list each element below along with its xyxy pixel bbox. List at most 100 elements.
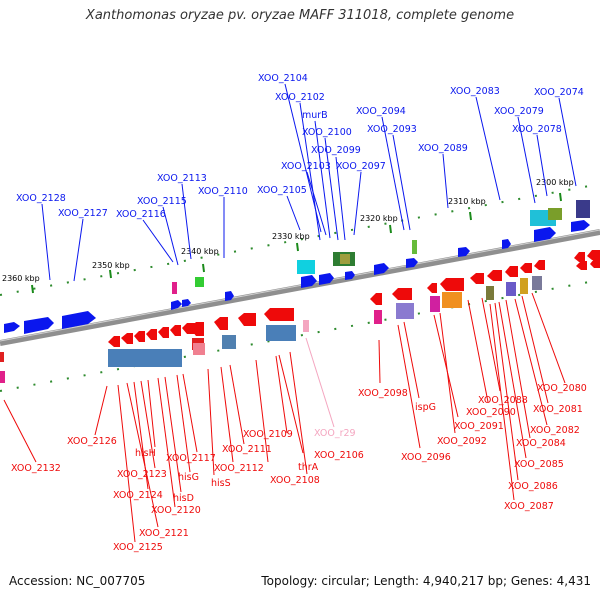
- topology-text: Topology: circular; Length: 4,940,217 bp…: [261, 574, 591, 588]
- gene-label: XOO_2111: [222, 444, 272, 455]
- gene-arrow: [4, 322, 20, 333]
- gene-arrow: [505, 266, 518, 277]
- scale-track-bottom: [0, 279, 600, 392]
- gene-label: XOO_2081: [533, 404, 583, 415]
- gene-arrow: [170, 325, 181, 336]
- genome-backbone-highlight: [0, 229, 600, 342]
- gene-arrow: [576, 261, 587, 270]
- gene-label: XOO_2127: [58, 208, 108, 219]
- gene-label: XOO_2079: [494, 106, 544, 117]
- gene-label: XOO_2108: [270, 475, 320, 486]
- gene-arrow: [440, 278, 464, 291]
- gene-label: hisD: [173, 493, 194, 504]
- gene-label: XOO_2106: [314, 450, 364, 461]
- gene-label: XOO_2102: [275, 92, 325, 103]
- gene-label: XOO_2097: [336, 161, 386, 172]
- gene-label: XOO_2099: [311, 145, 361, 156]
- gene-label: XOO_2080: [537, 383, 587, 394]
- gene-label: thrA: [298, 462, 319, 473]
- gene-arrow: [158, 327, 169, 338]
- gene-label: XOO_2094: [356, 106, 406, 117]
- gene-arrow: [108, 336, 120, 347]
- gene-label: XOO_2120: [151, 505, 201, 516]
- gene-arrow: [238, 313, 256, 326]
- gene-label: XOO_2087: [504, 501, 554, 512]
- gene-arrow: [301, 275, 317, 288]
- gene-arrow: [345, 271, 355, 280]
- genome-backbone: [0, 229, 600, 346]
- gene-arrow: [470, 273, 484, 284]
- gene-label: XOO_2090: [466, 407, 516, 418]
- gene-arrow: [171, 300, 182, 310]
- gene-label: XOO_2104: [258, 73, 308, 84]
- gene-label: XOO_2093: [367, 124, 417, 135]
- gene-arrow: [590, 259, 600, 268]
- gene-arrow: [24, 317, 54, 334]
- gene-arrow: [406, 258, 418, 268]
- kbp-label: 2320 kbp: [360, 214, 398, 223]
- gene-label: XOO_2117: [166, 453, 216, 464]
- gene-arrow: [134, 331, 145, 342]
- gene-arrow: [225, 291, 234, 301]
- gene-arrow: [392, 288, 412, 300]
- gene-arrow: [520, 263, 532, 273]
- gene-label: XOO_2091: [454, 421, 504, 432]
- gene-label: XOO_2083: [450, 86, 500, 97]
- gene-label: XOO_2105: [257, 185, 307, 196]
- gene-arrow: [574, 252, 585, 262]
- map-title: Xanthomonas oryzae pv. oryzae MAFF 31101…: [85, 8, 515, 23]
- gene-label: XOO_2100: [302, 127, 352, 138]
- kbp-ticks: [31, 192, 562, 294]
- gene-arrow: [502, 239, 511, 249]
- gene-label: XOO_2109: [243, 429, 293, 440]
- gene-label: XOO_2086: [508, 481, 558, 492]
- gene-label: ispG: [415, 402, 436, 413]
- bottom-gene-labels: XOO_2098 ispG XOO_2096 XOO_2091 XOO_2092…: [11, 383, 587, 553]
- gene-label: hisG: [178, 472, 199, 483]
- gene-arrow: [587, 250, 600, 260]
- reverse-gene-products: [0, 276, 542, 383]
- gene-label: murB: [302, 110, 328, 121]
- kbp-label: 2350 kbp: [92, 261, 130, 270]
- gene-label: XOO_2125: [113, 542, 163, 553]
- gene-label: XOO_2103: [281, 161, 331, 172]
- gene-label: XOO_2132: [11, 463, 61, 474]
- kbp-label: 2300 kbp: [536, 178, 574, 187]
- gene-label: XOO_r29: [314, 428, 356, 439]
- gene-label: XOO_2113: [157, 173, 207, 184]
- gene-label: XOO_2098: [358, 388, 408, 399]
- gene-label: XOO_2085: [514, 459, 564, 470]
- gene-arrow: [319, 273, 334, 285]
- gene-label: XOO_2088: [478, 395, 528, 406]
- top-gene-labels: XOO_2104 XOO_2102 murB XOO_2100 XOO_2099…: [16, 73, 584, 220]
- gene-label: XOO_2126: [67, 436, 117, 447]
- gene-arrow: [146, 329, 157, 340]
- gene-label: XOO_2121: [139, 528, 189, 539]
- kbp-label: 2330 kbp: [272, 232, 310, 241]
- gene-arrow: [190, 322, 204, 336]
- rna-leader: [305, 337, 335, 428]
- gene-arrow: [214, 317, 228, 330]
- top-leaders: [41, 83, 577, 282]
- gene-label: XOO_2082: [530, 425, 580, 436]
- gene-label: hisH: [135, 448, 156, 459]
- gene-arrow: [182, 323, 195, 334]
- forward-genes: [4, 220, 590, 334]
- gene-label: XOO_2128: [16, 193, 66, 204]
- bottom-leaders: [3, 292, 566, 543]
- gene-arrow: [374, 263, 389, 275]
- gene-arrow: [121, 333, 133, 344]
- gene-arrow: [62, 311, 96, 329]
- forward-gene-products: [172, 200, 590, 294]
- accession-text: Accession: NC_007705: [9, 574, 146, 588]
- gene-label: hisS: [211, 478, 231, 489]
- gene-arrow: [182, 299, 191, 307]
- kbp-label: 2310 kbp: [448, 197, 486, 206]
- kbp-labels: 2360 kbp 2350 kbp 2340 kbp 2330 kbp 2320…: [2, 178, 574, 283]
- gene-label: XOO_2078: [512, 124, 562, 135]
- gene-label: XOO_2115: [137, 196, 187, 207]
- gene-label: XOO_2084: [516, 438, 566, 449]
- gene-label: XOO_2112: [214, 463, 264, 474]
- gene-label: XOO_2123: [117, 469, 167, 480]
